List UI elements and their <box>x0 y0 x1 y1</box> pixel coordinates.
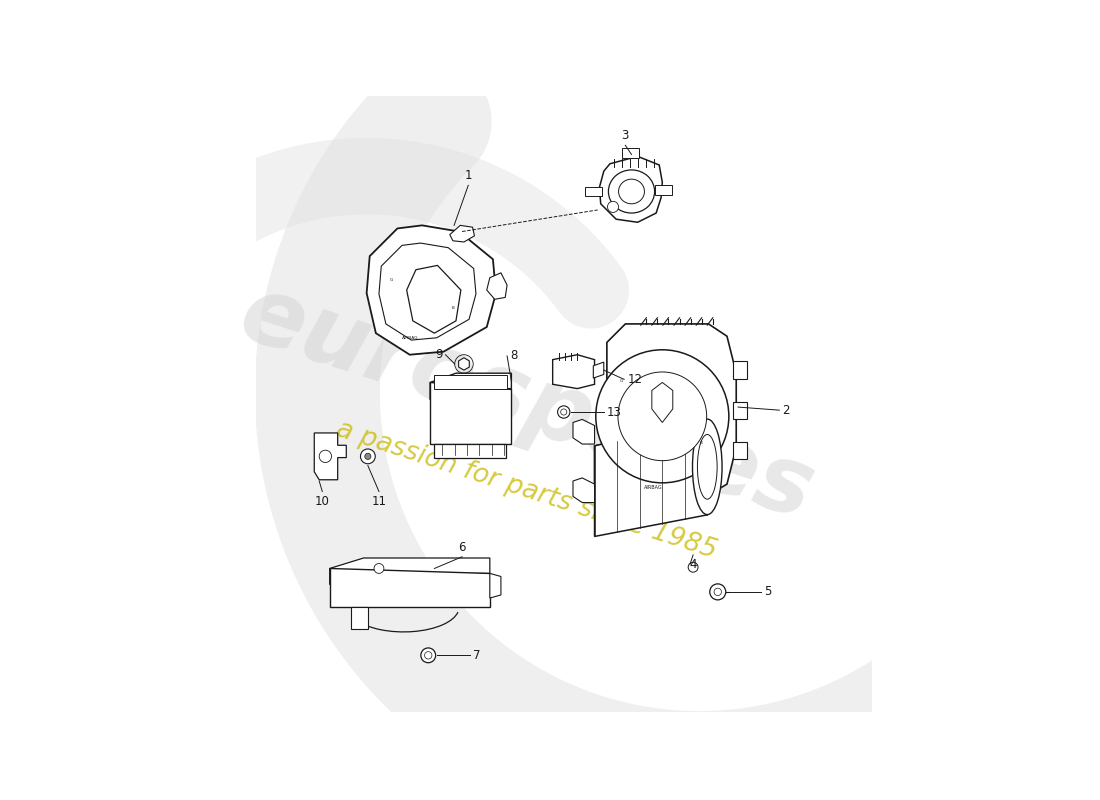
Ellipse shape <box>693 419 722 514</box>
Text: B: B <box>451 306 454 310</box>
Polygon shape <box>330 569 490 607</box>
Text: 13: 13 <box>607 406 621 418</box>
Polygon shape <box>450 226 474 242</box>
Text: 10: 10 <box>315 494 330 507</box>
Circle shape <box>689 562 698 572</box>
Circle shape <box>365 454 371 459</box>
Ellipse shape <box>697 434 717 499</box>
Bar <box>733 442 747 459</box>
Polygon shape <box>315 433 346 480</box>
Text: 12: 12 <box>627 373 642 386</box>
Polygon shape <box>552 354 594 389</box>
Text: eurospares: eurospares <box>229 268 825 540</box>
Polygon shape <box>430 382 512 444</box>
Polygon shape <box>378 243 476 340</box>
Circle shape <box>618 372 706 461</box>
Text: B: B <box>700 441 703 445</box>
Text: AIRBAG: AIRBAG <box>402 336 418 340</box>
Polygon shape <box>407 266 461 333</box>
Circle shape <box>361 449 375 464</box>
Text: AIRBAG: AIRBAG <box>644 485 662 490</box>
Circle shape <box>607 202 618 213</box>
Ellipse shape <box>618 179 645 204</box>
Polygon shape <box>594 419 707 537</box>
Text: G: G <box>619 379 623 383</box>
Circle shape <box>319 450 331 462</box>
Circle shape <box>421 648 436 662</box>
Polygon shape <box>573 419 594 444</box>
Polygon shape <box>366 226 496 354</box>
Polygon shape <box>607 324 736 495</box>
Bar <box>733 362 747 378</box>
Bar <box>733 402 747 418</box>
Bar <box>654 185 672 194</box>
Text: 3: 3 <box>621 129 629 142</box>
Polygon shape <box>593 362 604 378</box>
Text: G: G <box>389 278 393 282</box>
Text: 1: 1 <box>464 170 472 182</box>
Polygon shape <box>330 558 490 585</box>
Circle shape <box>374 563 384 574</box>
Text: 5: 5 <box>763 586 771 598</box>
Text: 2: 2 <box>782 404 790 417</box>
Polygon shape <box>594 419 707 483</box>
Text: 8: 8 <box>510 350 517 362</box>
Polygon shape <box>652 382 673 422</box>
Bar <box>434 375 507 389</box>
Circle shape <box>558 406 570 418</box>
Polygon shape <box>573 478 594 502</box>
Bar <box>621 148 639 158</box>
Circle shape <box>596 350 729 483</box>
Polygon shape <box>486 273 507 299</box>
Polygon shape <box>434 444 506 458</box>
Polygon shape <box>490 574 500 598</box>
Polygon shape <box>459 358 470 370</box>
Polygon shape <box>430 373 512 400</box>
Text: 11: 11 <box>372 494 386 507</box>
Bar <box>585 186 602 197</box>
Text: 7: 7 <box>473 649 481 662</box>
Text: 9: 9 <box>434 348 442 362</box>
Polygon shape <box>600 156 662 222</box>
Polygon shape <box>351 607 367 629</box>
Text: a passion for parts since 1985: a passion for parts since 1985 <box>333 416 720 564</box>
Text: 4: 4 <box>690 558 697 571</box>
Text: 6: 6 <box>459 541 466 554</box>
Circle shape <box>710 584 726 600</box>
